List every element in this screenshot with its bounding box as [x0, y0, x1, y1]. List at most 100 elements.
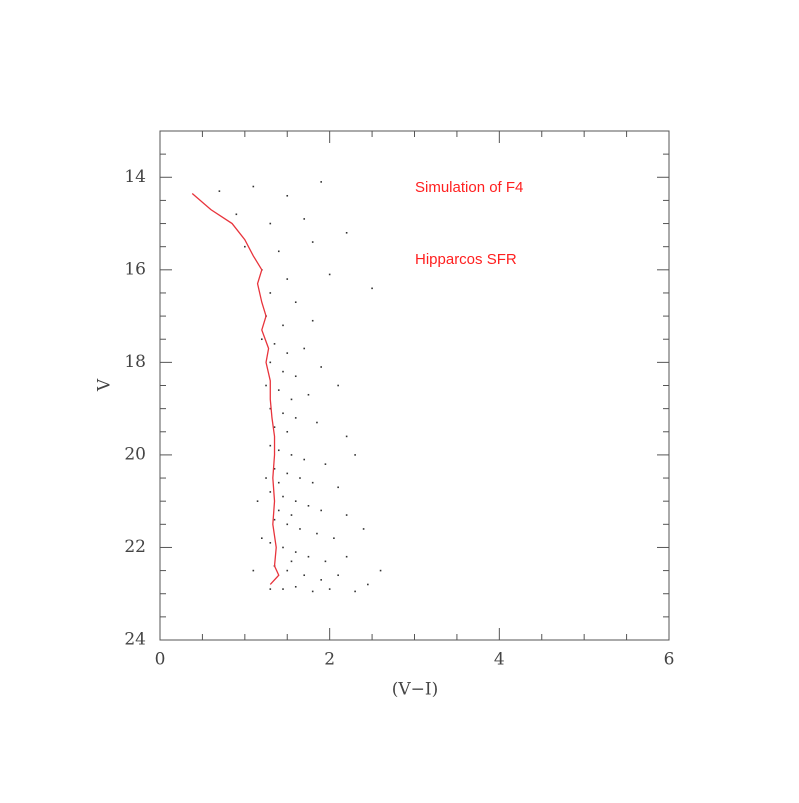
annotation: Simulation of F4	[415, 179, 523, 196]
sfr-line	[191, 192, 280, 585]
y-axis-label: V	[95, 378, 115, 392]
star-point	[379, 569, 382, 572]
star-point	[269, 542, 272, 544]
star-point	[320, 509, 322, 512]
star-point	[273, 467, 276, 470]
star-point	[286, 430, 289, 433]
star-point	[307, 505, 310, 507]
star-point	[294, 551, 297, 553]
star-point	[307, 393, 310, 396]
star-point	[345, 232, 348, 234]
star-point	[286, 194, 289, 197]
star-point	[269, 361, 272, 364]
star-point	[290, 398, 293, 401]
star-point	[286, 523, 289, 526]
star-point	[333, 537, 335, 539]
star-point	[316, 421, 318, 424]
star-point	[311, 319, 314, 322]
star-point	[261, 338, 263, 341]
plot-frame	[159, 130, 670, 641]
star-point	[294, 417, 297, 419]
star-point	[282, 324, 284, 327]
star-point	[320, 366, 322, 368]
star-point	[294, 375, 297, 378]
star-point	[273, 426, 276, 428]
star-point	[286, 278, 289, 280]
star-point	[244, 245, 246, 248]
star-point	[282, 370, 284, 373]
star-point	[269, 491, 272, 493]
star-point	[320, 181, 322, 183]
star-point	[273, 343, 276, 345]
star-point	[311, 481, 314, 484]
star-point	[269, 407, 272, 410]
star-point	[286, 352, 289, 354]
annotation: Hipparcos SFR	[415, 251, 517, 268]
star-point	[303, 218, 306, 220]
star-point	[269, 222, 272, 225]
star-point	[290, 454, 293, 456]
star-point	[261, 537, 263, 539]
star-point	[299, 477, 301, 479]
y-tick-label: 20	[124, 444, 146, 464]
star-point	[252, 185, 255, 188]
y-tick-label: 24	[124, 630, 146, 650]
star-point	[354, 454, 356, 456]
star-point	[345, 435, 348, 438]
star-point	[345, 555, 348, 558]
star-point	[265, 384, 267, 387]
star-point	[311, 241, 314, 243]
star-point	[269, 588, 272, 590]
star-point	[277, 389, 280, 391]
star-point	[265, 477, 267, 479]
y-tick-label: 14	[124, 167, 146, 187]
y-tick-label: 16	[124, 259, 146, 279]
x-tick-label: 6	[664, 650, 675, 670]
star-point	[256, 500, 259, 502]
star-point	[362, 528, 365, 530]
star-point	[282, 412, 284, 415]
y-tick-label: 22	[124, 537, 146, 557]
x-tick-label: 4	[494, 650, 505, 670]
star-point	[290, 514, 293, 516]
star-point	[282, 546, 284, 549]
star-point	[328, 273, 331, 276]
star-point	[286, 472, 289, 475]
star-point	[367, 583, 369, 586]
star-point	[299, 528, 301, 530]
star-point	[282, 495, 284, 498]
star-point	[235, 213, 238, 216]
star-point	[269, 444, 272, 447]
star-point	[277, 449, 280, 452]
star-point	[303, 458, 306, 461]
star-point	[290, 560, 293, 563]
star-point	[294, 585, 297, 588]
star-point	[282, 588, 284, 590]
star-point	[277, 509, 280, 512]
star-point	[307, 555, 310, 558]
star-point	[273, 518, 276, 521]
star-point	[316, 532, 318, 535]
star-point	[303, 347, 306, 350]
star-point	[294, 500, 297, 502]
star-point	[303, 574, 306, 577]
x-tick-label: 2	[324, 650, 335, 670]
star-point	[371, 287, 373, 290]
star-point	[324, 560, 327, 563]
x-tick-label: 0	[155, 650, 166, 670]
star-point	[218, 190, 221, 192]
star-point	[328, 588, 331, 590]
star-point	[277, 481, 280, 484]
star-point	[337, 486, 339, 489]
star-point	[345, 514, 348, 516]
star-point	[311, 590, 314, 593]
star-point	[277, 250, 280, 253]
star-point	[354, 590, 356, 593]
star-point	[286, 569, 289, 572]
star-point	[337, 384, 339, 387]
star-point	[252, 569, 255, 572]
star-point	[320, 579, 322, 581]
star-point	[324, 463, 327, 465]
